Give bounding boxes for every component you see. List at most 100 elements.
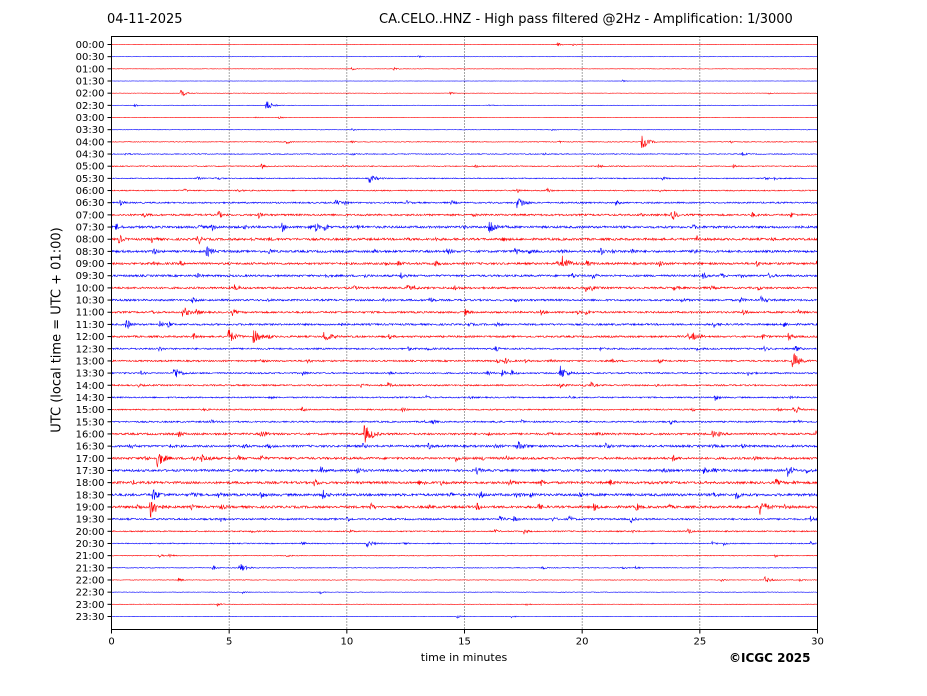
date-label: 04-11-2025 bbox=[107, 12, 183, 27]
trace-time-label: 02:00 bbox=[76, 89, 105, 100]
trace-0100 bbox=[111, 66, 818, 72]
trace-time-label: 20:30 bbox=[76, 539, 105, 550]
x-tick-label: 10 bbox=[340, 637, 353, 648]
trace-0500 bbox=[111, 163, 818, 170]
trace-1030 bbox=[111, 295, 818, 304]
trace-layer bbox=[111, 41, 818, 619]
trace-time-label: 22:00 bbox=[76, 575, 105, 586]
trace-0600 bbox=[111, 187, 818, 194]
trace-2300 bbox=[111, 603, 818, 608]
trace-time-label: 08:30 bbox=[76, 247, 105, 258]
trace-1530 bbox=[111, 419, 818, 425]
trace-1830 bbox=[111, 489, 818, 500]
trace-0400 bbox=[111, 135, 818, 148]
trace-0130 bbox=[111, 79, 818, 83]
trace-1630 bbox=[111, 441, 818, 450]
trace-2330 bbox=[111, 615, 818, 619]
chart-title: CA.CELO..HNZ - High pass filtered @2Hz -… bbox=[379, 12, 793, 27]
trace-1200 bbox=[111, 329, 818, 343]
trace-1730 bbox=[111, 466, 818, 477]
trace-time-label: 09:00 bbox=[76, 259, 105, 270]
trace-time-label: 21:30 bbox=[76, 563, 105, 574]
trace-time-label: 10:30 bbox=[76, 296, 105, 307]
trace-time-label: 15:30 bbox=[76, 417, 105, 428]
trace-0030 bbox=[111, 55, 818, 59]
trace-0530 bbox=[111, 175, 818, 183]
x-tick-label: 30 bbox=[811, 637, 824, 648]
trace-1600 bbox=[111, 425, 818, 443]
x-axis-label: time in minutes bbox=[420, 651, 508, 664]
grid-layer bbox=[228, 36, 701, 630]
trace-time-label: 05:00 bbox=[76, 162, 105, 173]
x-tick-label: 20 bbox=[576, 637, 589, 648]
trace-time-label: 06:00 bbox=[76, 186, 105, 197]
trace-time-label: 05:30 bbox=[76, 174, 105, 185]
trace-time-label: 16:30 bbox=[76, 442, 105, 453]
trace-time-label: 00:00 bbox=[76, 40, 105, 51]
trace-time-label: 07:30 bbox=[76, 223, 105, 234]
trace-1930 bbox=[111, 515, 818, 524]
trace-0200 bbox=[111, 89, 818, 97]
trace-time-label: 21:00 bbox=[76, 551, 105, 562]
trace-time-label: 00:30 bbox=[76, 52, 105, 63]
trace-time-label: 14:30 bbox=[76, 393, 105, 404]
trace-time-label: 06:30 bbox=[76, 198, 105, 209]
trace-time-label: 10:00 bbox=[76, 283, 105, 294]
trace-time-label: 07:00 bbox=[76, 210, 105, 221]
plot-frame bbox=[111, 36, 818, 630]
trace-time-label: 12:30 bbox=[76, 344, 105, 355]
trace-time-label: 13:00 bbox=[76, 356, 105, 367]
trace-2030 bbox=[111, 540, 818, 548]
trace-0730 bbox=[111, 221, 818, 233]
trace-0800 bbox=[111, 234, 818, 245]
trace-time-label: 04:30 bbox=[76, 150, 105, 161]
trace-1130 bbox=[111, 319, 818, 329]
trace-time-label: 19:30 bbox=[76, 515, 105, 526]
trace-1430 bbox=[111, 394, 818, 401]
trace-time-label: 08:00 bbox=[76, 235, 105, 246]
trace-time-label: 22:30 bbox=[76, 588, 105, 599]
trace-1900 bbox=[111, 501, 818, 519]
trace-time-label: 11:30 bbox=[76, 320, 105, 331]
trace-time-label: 18:00 bbox=[76, 478, 105, 489]
trace-1330 bbox=[111, 365, 818, 378]
trace-time-label: 16:00 bbox=[76, 429, 105, 440]
trace-1000 bbox=[111, 284, 818, 292]
trace-time-label: 20:00 bbox=[76, 527, 105, 538]
trace-0230 bbox=[111, 101, 818, 109]
trace-time-label: 14:00 bbox=[76, 381, 105, 392]
x-tick-label: 15 bbox=[458, 637, 471, 648]
trace-time-label: 23:30 bbox=[76, 612, 105, 623]
trace-0700 bbox=[111, 210, 818, 220]
trace-0430 bbox=[111, 152, 818, 156]
trace-time-label: 01:30 bbox=[76, 77, 105, 88]
trace-2230 bbox=[111, 591, 818, 595]
trace-1230 bbox=[111, 345, 818, 353]
trace-time-label: 18:30 bbox=[76, 490, 105, 501]
trace-time-label: 13:30 bbox=[76, 369, 105, 380]
trace-time-label: 17:00 bbox=[76, 454, 105, 465]
trace-time-label: 04:00 bbox=[76, 137, 105, 148]
x-tick-label: 5 bbox=[226, 637, 232, 648]
trace-0300 bbox=[111, 116, 818, 119]
trace-0630 bbox=[111, 198, 818, 209]
trace-0330 bbox=[111, 128, 818, 131]
trace-0930 bbox=[111, 271, 818, 280]
trace-2200 bbox=[111, 576, 818, 583]
trace-time-label: 02:30 bbox=[76, 101, 105, 112]
trace-0900 bbox=[111, 255, 818, 267]
trace-2000 bbox=[111, 528, 818, 535]
trace-0830 bbox=[111, 246, 818, 257]
trace-1500 bbox=[111, 406, 818, 414]
trace-time-label: 01:00 bbox=[76, 64, 105, 75]
trace-time-label: 09:30 bbox=[76, 271, 105, 282]
trace-time-label: 03:00 bbox=[76, 113, 105, 124]
trace-time-label: 12:00 bbox=[76, 332, 105, 343]
trace-time-label: 19:00 bbox=[76, 502, 105, 513]
trace-time-label: 15:00 bbox=[76, 405, 105, 416]
trace-time-label: 23:00 bbox=[76, 600, 105, 611]
trace-1700 bbox=[111, 454, 818, 468]
trace-time-label: 11:00 bbox=[76, 308, 105, 319]
